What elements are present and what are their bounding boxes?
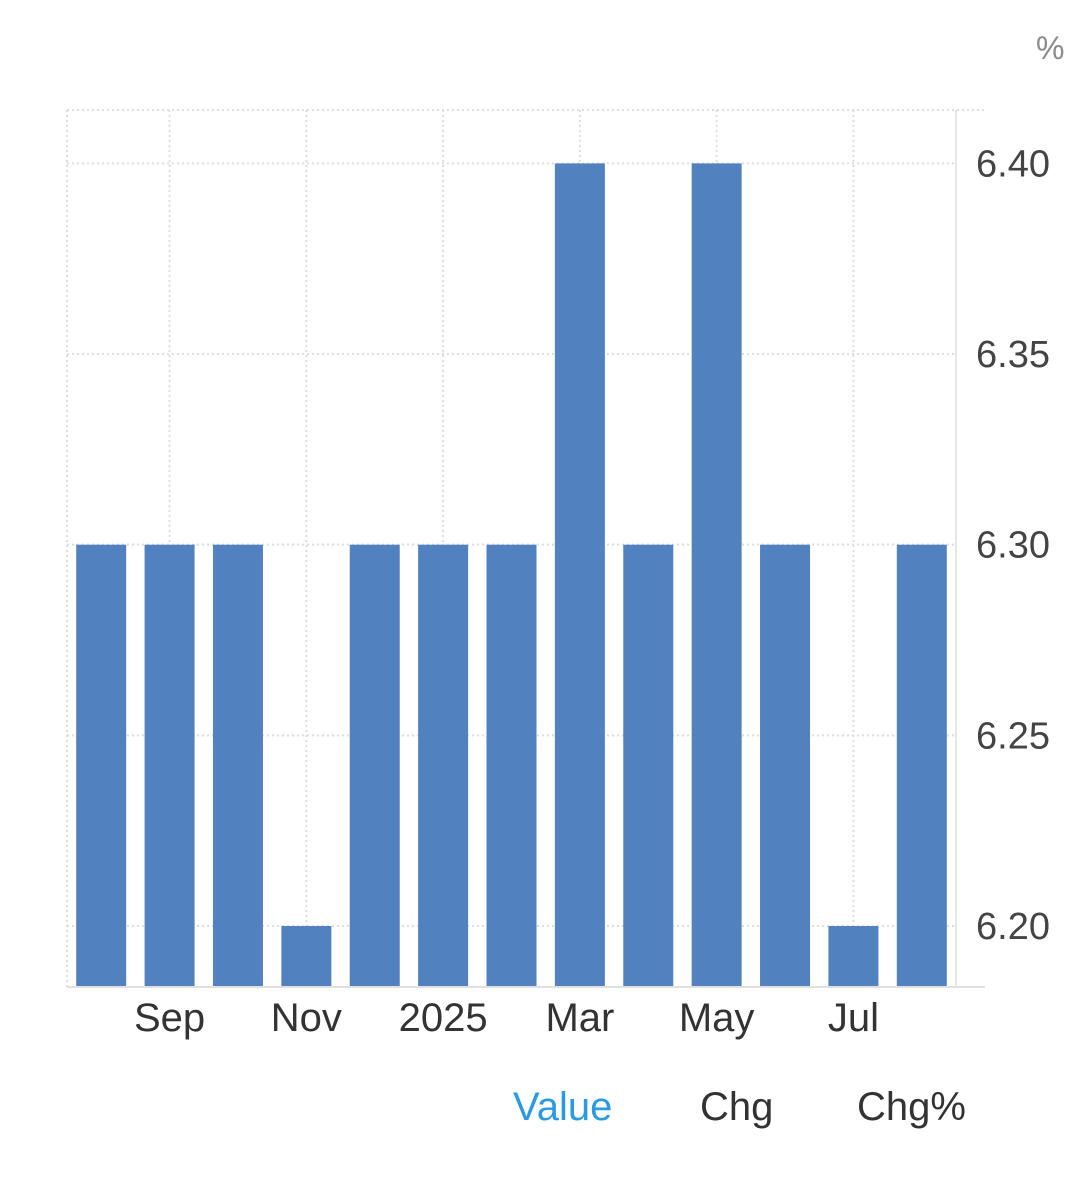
bar bbox=[828, 925, 879, 987]
bar bbox=[212, 544, 263, 987]
bar bbox=[554, 163, 605, 987]
x-tick-label: Nov bbox=[271, 996, 342, 1040]
y-tick-label: 6.35 bbox=[976, 334, 1050, 376]
bar bbox=[144, 544, 195, 987]
tab-chg-percent[interactable]: Chg% bbox=[857, 1085, 966, 1129]
tab-value[interactable]: Value bbox=[513, 1085, 613, 1129]
bar bbox=[418, 544, 469, 987]
bar bbox=[281, 925, 332, 987]
bar bbox=[349, 544, 400, 987]
y-tick-label: 6.40 bbox=[976, 143, 1050, 185]
y-tick-label: 6.25 bbox=[976, 715, 1050, 757]
tab-bar: Value Chg Chg% bbox=[0, 1085, 1089, 1145]
x-tick-label: Sep bbox=[134, 996, 205, 1040]
chart-area: % 6.20 6.25 6.30 6.35 6.40 Sep Nov 2025 Mar May Ju… bbox=[66, 30, 1065, 1040]
bar bbox=[76, 544, 127, 987]
unit-label: % bbox=[1036, 30, 1065, 66]
bar bbox=[691, 163, 742, 987]
x-tick-label: Mar bbox=[545, 996, 614, 1040]
x-tick-label: 2025 bbox=[399, 996, 488, 1040]
x-tick-label: Jul bbox=[828, 996, 879, 1040]
x-tick-label: May bbox=[679, 996, 755, 1040]
bar bbox=[623, 544, 674, 987]
bar bbox=[486, 544, 537, 987]
y-tick-label: 6.20 bbox=[976, 906, 1050, 948]
bar-chart: 6.20 6.25 6.30 6.35 6.40 Sep Nov 2025 Mar May Jul bbox=[66, 109, 1050, 1040]
y-tick-label: 6.30 bbox=[976, 525, 1050, 567]
bar bbox=[896, 544, 947, 987]
bar bbox=[760, 544, 811, 987]
tab-chg[interactable]: Chg bbox=[700, 1085, 774, 1129]
